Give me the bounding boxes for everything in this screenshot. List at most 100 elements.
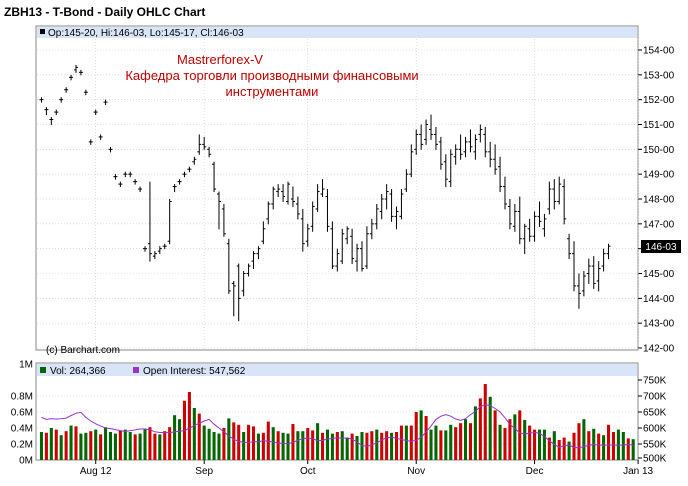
volume-bar — [582, 419, 586, 460]
ohlc-bar — [88, 139, 93, 145]
volume-bar — [94, 429, 98, 460]
ohlc-bar — [557, 176, 562, 205]
ohlc-bar — [49, 117, 54, 125]
ohlc-bar — [281, 184, 286, 202]
volume-bar — [118, 430, 122, 460]
volume-bar — [631, 439, 635, 460]
volume-bar — [385, 431, 389, 460]
volume-bar — [542, 429, 546, 460]
ohlc-bar — [147, 181, 152, 262]
ohlc-bar — [389, 189, 394, 222]
oi-legend-square — [133, 367, 139, 373]
volume-axis-left: 0M 0.2M 0.4M 0.6M 0.8M 1M — [11, 360, 33, 467]
ohlc-bar — [552, 179, 557, 210]
chart-title: ZBH13 - T-Bond - Daily OHLC Chart — [4, 5, 206, 19]
ohlc-bar — [522, 223, 527, 255]
ohlc-bar — [256, 246, 261, 260]
ohlc-bar — [113, 174, 118, 180]
ohlc-bar — [384, 184, 389, 210]
watermark-line-2: Кафедра торговли производными финансовым… — [125, 68, 418, 83]
volume-bar — [464, 419, 468, 460]
ohlc-bar — [527, 218, 532, 242]
ohlc-bar — [172, 184, 177, 193]
ohlc-bar — [493, 144, 498, 175]
volume-bar — [459, 423, 463, 460]
volume-bar — [468, 423, 472, 460]
volume-bar — [104, 427, 108, 460]
price-header: Op:145-20, Hi:146-03, Lo:145-17, Cl:146-… — [48, 28, 244, 39]
volume-bar — [148, 427, 152, 460]
ohlc-bar — [276, 184, 281, 198]
copyright-label: (c) Barchart.com — [46, 345, 120, 356]
ohlc-bar — [207, 146, 212, 158]
ohlc-bar — [286, 181, 291, 205]
volume-bar — [626, 438, 630, 460]
volume-bar — [473, 406, 477, 460]
volume-bar — [99, 434, 103, 460]
volume-bar — [488, 396, 492, 460]
ohlc-bar — [537, 201, 542, 227]
ohlc-bar — [143, 246, 148, 252]
ohlc-bar — [419, 124, 424, 150]
volume-bar — [335, 432, 339, 460]
volume-bar — [503, 428, 507, 460]
ohlc-bar — [350, 228, 355, 265]
volume-bar — [64, 431, 68, 460]
watermark-line-1: Mastrerforex-V — [177, 52, 263, 67]
volume-bar — [113, 433, 117, 460]
volume-bar — [192, 408, 196, 460]
ohlc-bar — [182, 171, 187, 178]
volume-bar — [261, 432, 265, 460]
volume-bar — [108, 432, 113, 460]
ohlc-bar — [197, 134, 202, 155]
volume-tick-label: 0.6M — [11, 408, 33, 419]
volume-bar — [237, 424, 241, 460]
ohlc-bar — [177, 179, 182, 185]
oi-tick-label: 700K — [643, 392, 667, 403]
volume-bar — [621, 432, 625, 460]
volume-bar — [414, 412, 418, 460]
oi-tick-label: 650K — [643, 408, 667, 419]
volume-bar — [173, 415, 177, 460]
volume-bar — [227, 418, 231, 460]
volume-bar — [217, 433, 221, 460]
volume-bar — [123, 429, 127, 460]
volume-bar — [607, 424, 611, 460]
ohlc-bar — [601, 248, 606, 272]
volume-bar — [449, 424, 453, 460]
price-tick-label: 144-00 — [643, 294, 675, 305]
last-price-tag: 146-03 — [641, 240, 681, 253]
ohlc-bar — [463, 136, 468, 158]
volume-bar — [153, 433, 157, 460]
volume-tick-label: 1M — [19, 360, 33, 371]
ohlc-bar — [409, 144, 414, 178]
volume-bar — [508, 419, 512, 460]
ohlc-bar — [473, 134, 478, 160]
volume-bar — [79, 433, 83, 460]
ohlc-bar — [231, 280, 236, 317]
ohlc-bar — [261, 221, 266, 245]
ohlc-bar — [581, 271, 586, 297]
volume-bar — [251, 426, 256, 460]
ohlc-bar — [438, 136, 443, 170]
ohlc-bar — [335, 248, 340, 272]
volume-bar — [306, 428, 310, 460]
ohlc-bar — [108, 146, 113, 153]
ohlc-bar — [271, 186, 276, 210]
volume-legend-square — [40, 367, 46, 373]
price-tick-label: 148-00 — [643, 195, 675, 206]
price-tick-label: 153-00 — [643, 70, 675, 81]
ohlc-bar — [394, 206, 399, 230]
ohlc-bar — [488, 141, 493, 168]
x-tick-label: Jan 13 — [623, 466, 653, 477]
ohlc-bar — [152, 251, 157, 260]
volume-bar — [434, 425, 438, 460]
volume-bar — [128, 432, 132, 460]
ohlc-bar — [586, 258, 591, 284]
ohlc-bar — [542, 213, 547, 237]
volume-bar — [518, 410, 522, 460]
oi-tick-label: 750K — [643, 376, 667, 387]
ohlc-bar — [54, 109, 59, 116]
volume-bar — [557, 440, 561, 460]
ohlc-bar — [226, 238, 231, 294]
